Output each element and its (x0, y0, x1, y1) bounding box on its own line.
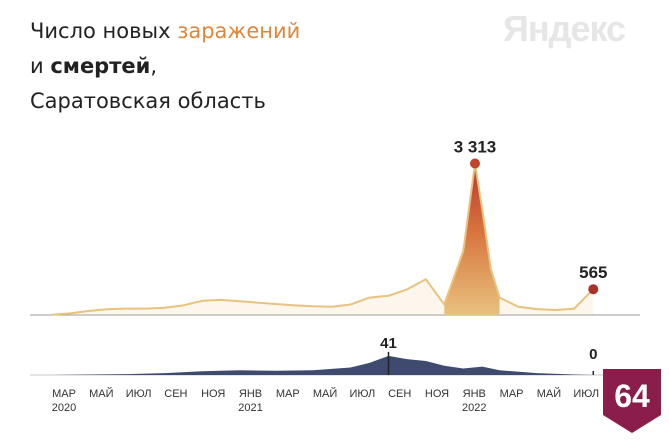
x-tick-label: МАЙ (537, 387, 561, 400)
deaths-series: 41 0 (52, 335, 597, 375)
brand-logo: Яндекс (503, 8, 626, 49)
deaths-area (52, 355, 594, 375)
chart-title: Число новых заражений и смертей, Саратов… (30, 14, 300, 119)
infections-line (51, 162, 595, 316)
x-tick-label: МАР (52, 388, 76, 400)
title-line2-prefix: и (30, 54, 51, 78)
x-tick-label: НОЯ (201, 388, 225, 400)
x-tick-label: ИЮЛ (126, 388, 152, 400)
deaths-data-label: 0 (589, 346, 597, 363)
infections-data-label: 3 313 (454, 138, 497, 157)
x-tick-label: НОЯ (425, 388, 449, 400)
x-year-label: 2022 (462, 402, 486, 414)
title-deaths: смертей (50, 54, 151, 78)
x-year-label: 2020 (52, 402, 76, 414)
title-infections: заражений (177, 19, 301, 43)
x-year-label: 2021 (238, 402, 262, 414)
x-tick-label: ИЮЛ (573, 388, 599, 400)
title-line-1: Число новых заражений (30, 14, 300, 49)
infections-data-label: 565 (579, 263, 607, 282)
x-tick-label: МАР (276, 388, 300, 400)
x-tick-label: СЕН (388, 388, 411, 400)
title-line-3: Саратовская область (30, 89, 266, 113)
x-axis: МАР МАЙ ИЮЛ СЕН НОЯ ЯНВ МАР МАЙ ИЮЛ СЕН НОЯ ЯНВ МАР М… (52, 387, 628, 414)
x-tick-label: СЕН (164, 388, 187, 400)
infections-series: 3 313 565 (51, 138, 607, 316)
title-line-2: и смертей, (30, 49, 300, 84)
infections-point (470, 158, 480, 169)
x-tick-label: МАР (500, 388, 524, 400)
x-tick-label: ЯНВ (239, 388, 262, 400)
x-tick-label: ИЮЛ (350, 388, 376, 400)
x-tick-label: ЯНВ (463, 388, 486, 400)
infections-point (588, 284, 599, 295)
badge-number: 64 (614, 378, 650, 414)
x-tick-label: МАЙ (313, 387, 337, 400)
deaths-data-label: 41 (380, 335, 397, 352)
title-prefix: Число новых (30, 19, 178, 43)
infections-area (52, 163, 594, 315)
badge-shield-icon (603, 369, 661, 433)
title-line2-suffix: , (150, 54, 158, 78)
x-tick-label: МАЙ (89, 387, 113, 400)
infections-peak-area (444, 163, 500, 315)
region-badge: 64 (603, 369, 661, 433)
